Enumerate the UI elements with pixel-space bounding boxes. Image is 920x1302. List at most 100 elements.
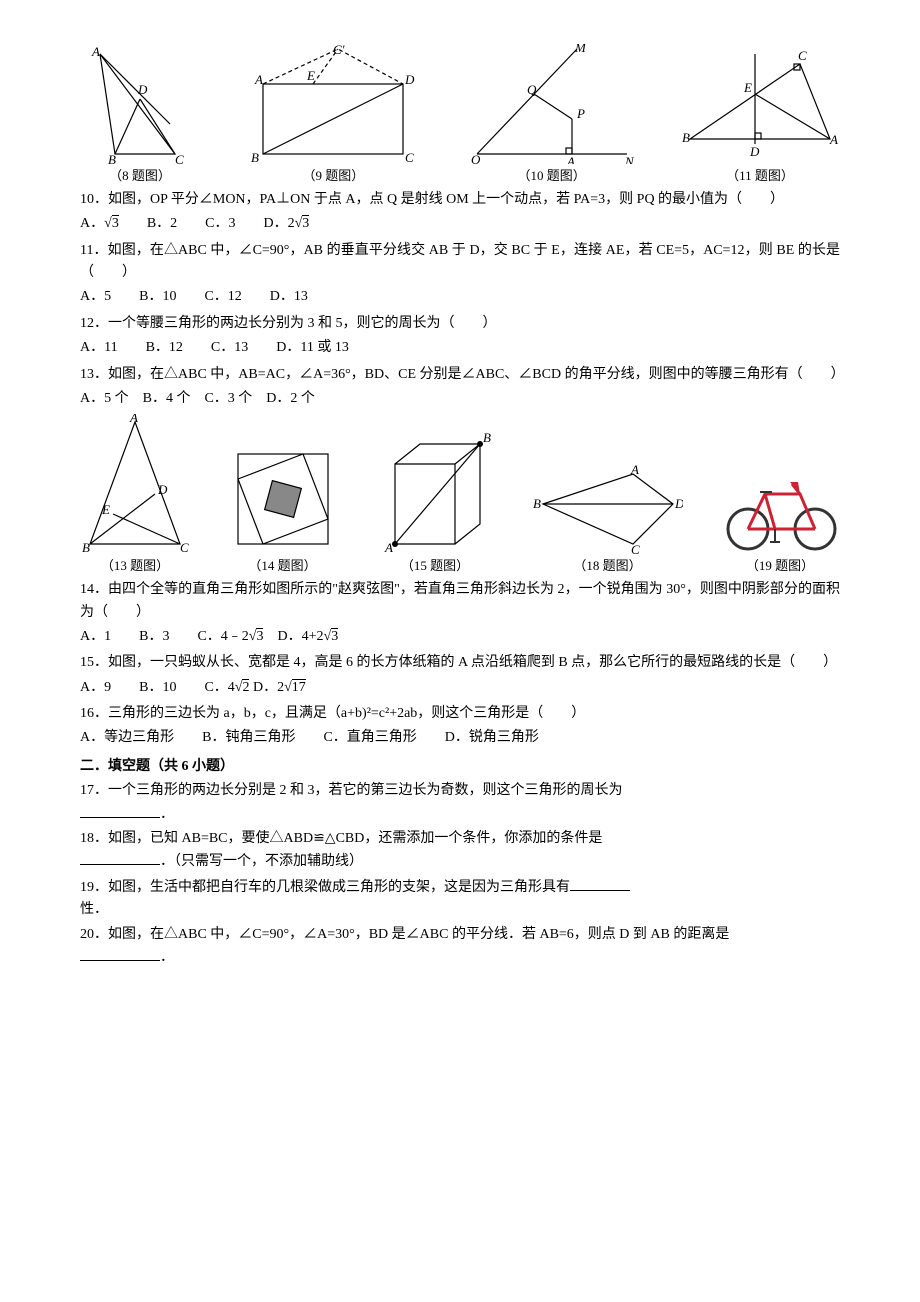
q15-AB: A．9 B．10 C．: [80, 680, 228, 695]
sqrt-icon: √: [104, 216, 112, 231]
fig8-col: A D B C （8 题图）: [80, 44, 200, 187]
q14-D-val: 3: [331, 628, 338, 644]
fig9-D: D: [404, 72, 415, 87]
fig13-A: A: [129, 414, 138, 425]
q13-opts: A．5 个 B．4 个 C．3 个 D．2 个: [80, 388, 840, 410]
fig18-caption: （18 题图）: [573, 556, 641, 577]
fig15-col: B A （15 题图）: [375, 414, 495, 577]
fig13-E: E: [101, 502, 110, 517]
fig14-svg: [228, 444, 338, 554]
q20-text1: 20．如图，在△ABC 中，∠C=90°，∠A=30°，BD 是∠ABC 的平分…: [80, 927, 729, 942]
q10-D-val: 3: [302, 215, 309, 231]
q16-opts: A．等边三角形 B．钝角三角形 C．直角三角形 D．锐角三角形: [80, 727, 840, 749]
fig8-svg: A D B C: [80, 44, 200, 164]
fig15-svg: B A: [375, 414, 495, 554]
fig11-B: B: [682, 130, 690, 145]
q19-blank[interactable]: [570, 876, 630, 891]
q13-text: 13．如图，在△ABC 中，AB=AC，∠A=36°，BD、CE 分别是∠ABC…: [80, 364, 840, 386]
q14-text: 14．由四个全等的直角三角形如图所示的"赵爽弦图"，若直角三角形斜边长为 2，一…: [80, 579, 840, 624]
fig11-D: D: [749, 144, 760, 159]
fig8-caption: （8 题图）: [109, 166, 171, 187]
fig10-A: A: [566, 154, 575, 164]
fig13-B: B: [82, 540, 90, 554]
fig8-B: B: [108, 152, 116, 164]
figure-row-1: A D B C （8 题图） C' A E D B C （9 题图）: [80, 44, 840, 187]
q17: 17．一个三角形的两边长分别是 2 和 3，若它的第三边长为奇数，则这个三角形的…: [80, 780, 840, 826]
q14-D: D．4+2: [263, 629, 323, 644]
fig18-col: A B D C （18 题图）: [533, 464, 683, 577]
q11-opts: A．5 B．10 C．12 D．13: [80, 286, 840, 308]
fig13-D: D: [157, 482, 168, 497]
q19-text2: 性．: [80, 902, 108, 917]
figure-row-2: A D E B C （13 题图） （14 题图）: [80, 414, 840, 577]
q10-A-prefix: A．: [80, 216, 104, 231]
q19: 19．如图，生活中都把自行车的几根梁做成三角形的支架，这是因为三角形具有 性．: [80, 876, 840, 922]
fig8-D: D: [137, 82, 148, 97]
fig9-A: A: [254, 72, 263, 87]
fig9-C: C: [405, 150, 414, 164]
fig9-col: C' A E D B C （9 题图）: [243, 44, 423, 187]
fig10-svg: M Q P O A N: [467, 44, 637, 164]
q18-text2: ．（只需写一个，不添加辅助线）: [160, 854, 363, 869]
q18-text1: 18．如图，已知 AB=BC，要使△ABD≌△CBD，还需添加一个条件，你添加的…: [80, 831, 602, 846]
fig9-B: B: [251, 150, 259, 164]
fig13-svg: A D E B C: [80, 414, 190, 554]
q20-text2: ．: [160, 950, 174, 965]
fig9-caption: （9 题图）: [302, 166, 364, 187]
fig11-C: C: [798, 48, 807, 63]
fig10-caption: （10 题图）: [518, 166, 586, 187]
fig11-A: A: [829, 132, 838, 147]
q10-A-val: 3: [112, 215, 119, 231]
fig19-svg: [720, 464, 840, 554]
fig10-M: M: [574, 44, 587, 55]
fig15-B: B: [483, 430, 491, 445]
fig14-caption: （14 题图）: [248, 556, 316, 577]
q18-blank[interactable]: [80, 850, 160, 865]
q15-D: D．: [249, 680, 277, 695]
fig8-A: A: [91, 44, 100, 59]
q15-D-val: 17: [292, 679, 306, 695]
section-2-heading: 二．填空题（共 6 小题）: [80, 756, 840, 778]
q20-blank[interactable]: [80, 946, 160, 961]
fig11-caption: （11 题图）: [726, 166, 794, 187]
fig11-col: C E B D A （11 题图）: [680, 44, 840, 187]
fig10-col: M Q P O A N （10 题图）: [467, 44, 637, 187]
q16-text: 16．三角形的三边长为 a，b，c，且满足（a+b)²=c²+2ab，则这个三角…: [80, 703, 840, 725]
q12-text: 12．一个等腰三角形的两边长分别为 3 和 5，则它的周长为（ ）: [80, 313, 840, 335]
q10-text: 10．如图，OP 平分∠MON，PA⊥ON 于点 A，点 Q 是射线 OM 上一…: [80, 189, 840, 211]
fig10-Q: Q: [527, 82, 537, 97]
fig10-P: P: [576, 106, 585, 121]
fig11-E: E: [743, 80, 752, 95]
fig13-col: A D E B C （13 题图）: [80, 414, 190, 577]
fig19-caption: （19 题图）: [746, 556, 814, 577]
fig18-svg: A B D C: [533, 464, 683, 554]
q15-opts: A．9 B．10 C．4√2 D．2√17: [80, 677, 840, 699]
fig19-col: （19 题图）: [720, 464, 840, 577]
fig15-caption: （15 题图）: [401, 556, 469, 577]
q20: 20．如图，在△ABC 中，∠C=90°，∠A=30°，BD 是∠ABC 的平分…: [80, 924, 840, 970]
fig13-caption: （13 题图）: [101, 556, 169, 577]
q17-text1: 17．一个三角形的两边长分别是 2 和 3，若它的第三边长为奇数，则这个三角形的…: [80, 783, 623, 798]
q18: 18．如图，已知 AB=BC，要使△ABD≌△CBD，还需添加一个条件，你添加的…: [80, 828, 840, 874]
q10-opts: A．√3 B．2 C．3 D．2√3: [80, 213, 840, 235]
fig18-D: D: [674, 496, 683, 511]
q15-text: 15．如图，一只蚂蚁从长、宽都是 4，高是 6 的长方体纸箱的 A 点沿纸箱爬到…: [80, 652, 840, 674]
fig9-E: E: [306, 68, 315, 83]
fig9-Cp: C': [333, 44, 345, 57]
fig18-C: C: [631, 542, 640, 554]
q17-blank[interactable]: [80, 803, 160, 818]
fig10-N: N: [624, 154, 635, 164]
fig13-C: C: [180, 540, 189, 554]
q10-BCD: B．2 C．3 D．2: [147, 216, 295, 231]
q17-text2: ．: [160, 807, 174, 822]
fig18-A: A: [630, 464, 639, 477]
fig8-C: C: [175, 152, 184, 164]
fig14-col: （14 题图）: [228, 444, 338, 577]
q12-opts: A．11 B．12 C．13 D．11 或 13: [80, 337, 840, 359]
fig15-A: A: [384, 540, 393, 554]
fig18-B: B: [533, 496, 541, 511]
q15-C-pre: 4: [228, 680, 235, 695]
fig11-svg: C E B D A: [680, 44, 840, 164]
q14-ABC: A．1 B．3 C．4﹣2: [80, 629, 249, 644]
q11-text: 11．如图，在△ABC 中，∠C=90°，AB 的垂直平分线交 AB 于 D，交…: [80, 240, 840, 285]
